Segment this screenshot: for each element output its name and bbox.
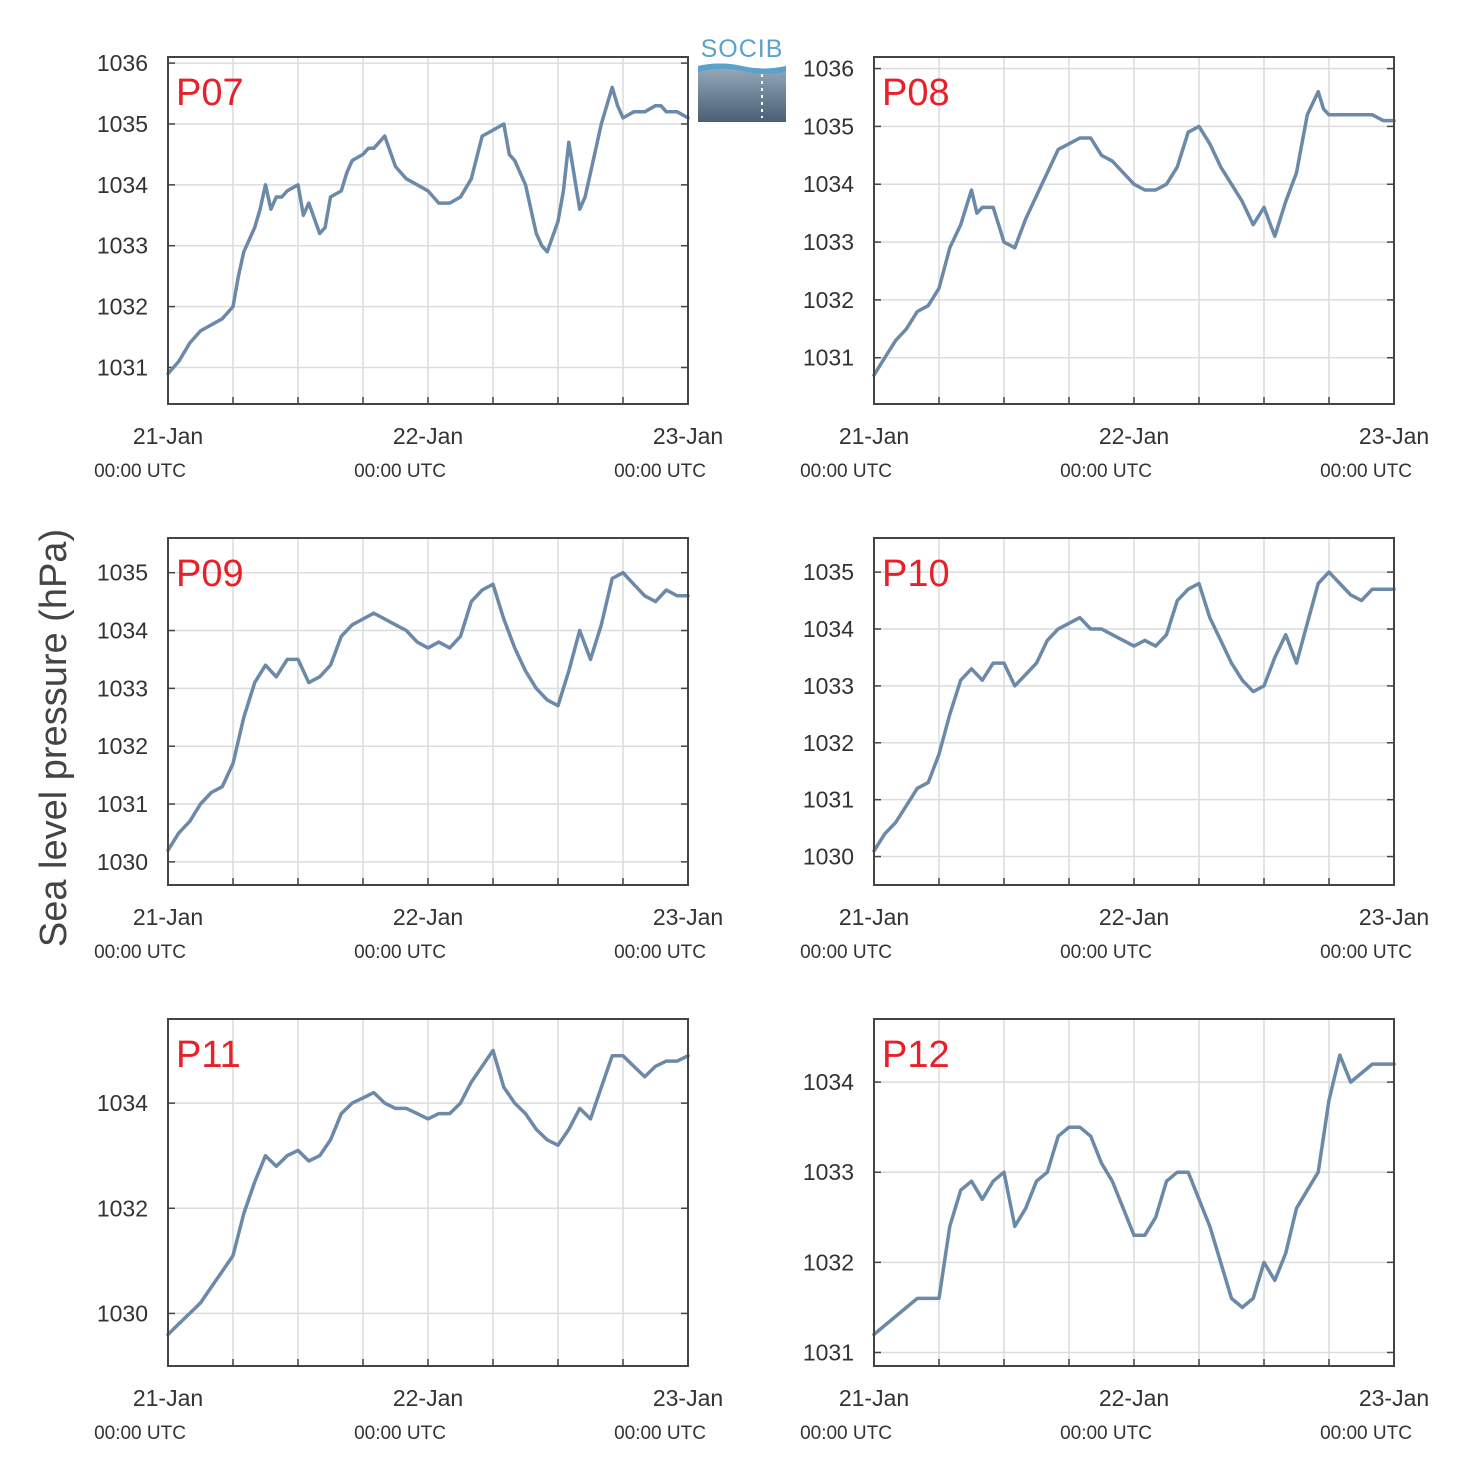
socib-logo: SOCIB [696, 36, 788, 124]
x-tick-label: 21-Jan [133, 1385, 203, 1411]
y-tick-label: 1031 [803, 1339, 854, 1365]
y-tick-label: 1034 [803, 1069, 854, 1095]
x-tick-label: 22-Jan [1099, 1385, 1169, 1411]
x-tick-sublabel: 00:00 UTC [614, 461, 706, 482]
x-tick-label: 22-Jan [1099, 904, 1169, 930]
logo-graphic [698, 63, 786, 122]
panel-p12: 1031 1032 1033 1034 21-Jan 00:00 UTC 22-Jan 00:… [800, 1018, 1429, 1444]
station-label: P07 [176, 72, 244, 114]
y-tick-label: 1032 [803, 287, 854, 313]
station-label: P11 [176, 1034, 241, 1076]
panels: 1031 1032 1033 1034 1035 1036 21-Jan 00:00 UTC 2… [94, 50, 1429, 1444]
panel-p07: 1031 1032 1033 1034 1035 1036 21-Jan 00:00 UTC 2… [94, 50, 723, 482]
y-tick-label: 1033 [97, 233, 148, 259]
x-tick-sublabel: 00:00 UTC [354, 1423, 446, 1444]
station-label: P10 [882, 553, 950, 595]
x-tick-sublabel: 00:00 UTC [354, 942, 446, 963]
station-label: P08 [882, 72, 950, 114]
x-tick-label: 22-Jan [393, 904, 463, 930]
x-tick-sublabel: 00:00 UTC [1320, 942, 1412, 963]
x-tick-label: 21-Jan [839, 904, 909, 930]
x-tick-label: 22-Jan [393, 1385, 463, 1411]
x-tick-label: 21-Jan [839, 423, 909, 449]
y-tick-label: 1034 [97, 618, 148, 644]
panel-p11: 1030 1032 1034 21-Jan 00:00 UTC 22-Jan 00:00 U… [94, 1018, 723, 1444]
x-tick-label: 21-Jan [133, 423, 203, 449]
series-line [166, 1048, 690, 1337]
station-label: P09 [176, 553, 244, 595]
plot-frame [873, 537, 1395, 886]
x-tick-sublabel: 00:00 UTC [1320, 1423, 1412, 1444]
x-tick-label: 23-Jan [653, 423, 723, 449]
series-line [872, 1053, 1396, 1337]
x-tick-label: 23-Jan [653, 1385, 723, 1411]
y-tick-label: 1035 [97, 111, 148, 137]
y-tick-label: 1031 [97, 791, 148, 817]
y-axis-label: Sea level pressure (hPa) [33, 529, 75, 947]
y-tick-label: 1032 [803, 730, 854, 756]
y-tick-label: 1030 [803, 844, 854, 870]
y-tick-label: 1033 [803, 673, 854, 699]
x-tick-label: 22-Jan [1099, 423, 1169, 449]
y-tick-label: 1035 [803, 559, 854, 585]
x-tick-sublabel: 00:00 UTC [94, 942, 186, 963]
y-tick-label: 1035 [803, 113, 854, 139]
y-tick-label: 1031 [803, 787, 854, 813]
y-tick-label: 1034 [803, 616, 854, 642]
logo-text: SOCIB [700, 35, 784, 63]
x-tick-label: 23-Jan [653, 904, 723, 930]
y-tick-label: 1032 [97, 1195, 148, 1221]
y-tick-label: 1034 [97, 172, 148, 198]
x-tick-sublabel: 00:00 UTC [614, 1423, 706, 1444]
plot-frame [167, 1018, 689, 1367]
x-tick-sublabel: 00:00 UTC [800, 942, 892, 963]
panel-p08: 1031 1032 1033 1034 1035 1036 21-Jan 00:00 UTC 2… [800, 56, 1429, 482]
y-tick-label: 1030 [97, 849, 148, 875]
x-tick-label: 21-Jan [133, 904, 203, 930]
plot-frame [873, 1018, 1395, 1367]
plot-frame [167, 56, 689, 405]
station-label: P12 [882, 1034, 950, 1076]
plot-frame [167, 537, 689, 886]
series-line [872, 89, 1396, 377]
x-tick-sublabel: 00:00 UTC [94, 461, 186, 482]
x-tick-sublabel: 00:00 UTC [1060, 942, 1152, 963]
y-tick-label: 1031 [97, 354, 148, 380]
x-tick-label: 23-Jan [1359, 904, 1429, 930]
x-tick-sublabel: 00:00 UTC [94, 1423, 186, 1444]
series-line [872, 570, 1396, 853]
y-tick-label: 1036 [803, 56, 854, 82]
y-tick-label: 1033 [803, 229, 854, 255]
y-tick-label: 1030 [97, 1300, 148, 1326]
y-tick-label: 1035 [97, 560, 148, 586]
panel-p09: 1030 1031 1032 1033 1034 1035 21-Jan 00:00 UTC 2… [94, 537, 723, 963]
x-tick-sublabel: 00:00 UTC [800, 1423, 892, 1444]
series-line [166, 570, 690, 853]
x-tick-label: 21-Jan [839, 1385, 909, 1411]
y-tick-label: 1033 [97, 675, 148, 701]
y-tick-label: 1033 [803, 1159, 854, 1185]
x-tick-label: 23-Jan [1359, 1385, 1429, 1411]
x-tick-label: 22-Jan [393, 423, 463, 449]
x-tick-sublabel: 00:00 UTC [800, 461, 892, 482]
x-tick-sublabel: 00:00 UTC [1060, 1423, 1152, 1444]
x-tick-sublabel: 00:00 UTC [614, 942, 706, 963]
series-line [166, 85, 690, 376]
plot-frame [873, 56, 1395, 405]
y-tick-label: 1034 [803, 171, 854, 197]
panel-p10: 1030 1031 1032 1033 1034 1035 21-Jan 00:00 UTC 2… [800, 537, 1429, 963]
x-tick-sublabel: 00:00 UTC [1060, 461, 1152, 482]
y-tick-label: 1036 [97, 50, 148, 76]
y-tick-label: 1032 [803, 1249, 854, 1275]
y-tick-label: 1031 [803, 345, 854, 371]
y-tick-label: 1032 [97, 733, 148, 759]
y-tick-label: 1034 [97, 1090, 148, 1116]
x-tick-sublabel: 00:00 UTC [1320, 461, 1412, 482]
x-tick-label: 23-Jan [1359, 423, 1429, 449]
x-tick-sublabel: 00:00 UTC [354, 461, 446, 482]
y-tick-label: 1032 [97, 294, 148, 320]
